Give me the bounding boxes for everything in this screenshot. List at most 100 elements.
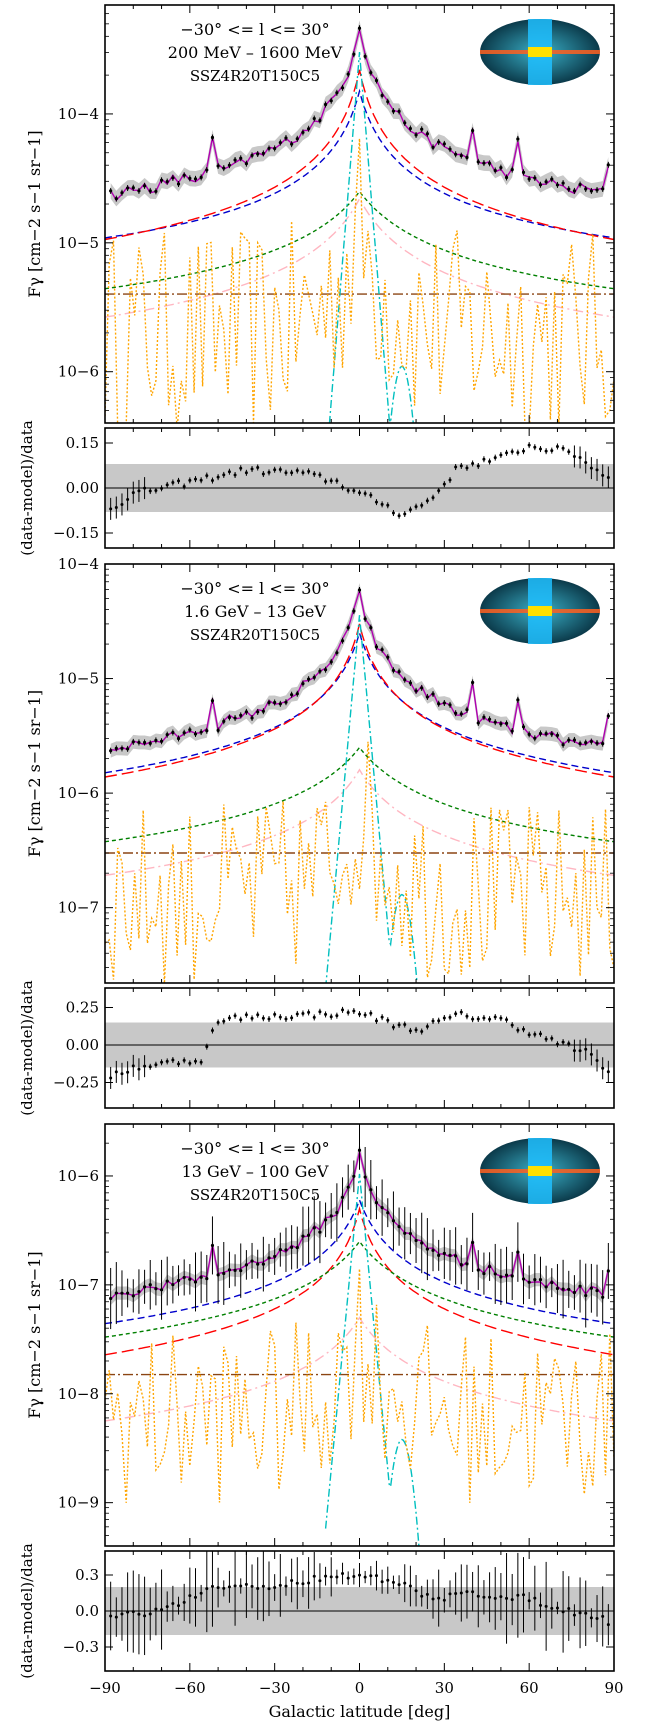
residual-point bbox=[584, 1047, 588, 1051]
residual-point bbox=[188, 1594, 192, 1598]
residual-point bbox=[544, 1037, 548, 1041]
residual-point bbox=[324, 479, 328, 483]
residual-point bbox=[278, 468, 282, 472]
data-point bbox=[137, 740, 141, 745]
y-tick-label: 0.25 bbox=[66, 999, 99, 1017]
data-point bbox=[544, 1285, 548, 1289]
residual-point bbox=[437, 1019, 441, 1023]
y-tick-label: 10−6 bbox=[58, 363, 99, 381]
residual-point bbox=[267, 1587, 271, 1591]
residual-point bbox=[431, 1597, 435, 1601]
data-point bbox=[595, 188, 599, 192]
data-point bbox=[357, 1148, 362, 1152]
residual-point bbox=[578, 455, 582, 459]
residual-point bbox=[193, 1059, 197, 1063]
residual-point bbox=[301, 471, 305, 475]
residual-point bbox=[555, 444, 559, 448]
residual-point bbox=[572, 1613, 576, 1617]
residual-point bbox=[403, 1581, 407, 1585]
data-point bbox=[403, 678, 407, 682]
residual-point bbox=[324, 1574, 328, 1578]
x-tick-label: −60 bbox=[174, 1679, 206, 1697]
data-point bbox=[550, 732, 554, 736]
data-point bbox=[425, 1247, 429, 1251]
data-point bbox=[414, 133, 418, 137]
residual-point bbox=[278, 1583, 282, 1587]
data-point bbox=[516, 698, 520, 702]
data-point bbox=[159, 1288, 164, 1292]
residual-point bbox=[148, 1612, 152, 1616]
data-point bbox=[606, 1269, 610, 1273]
data-point bbox=[391, 109, 396, 113]
residual-point bbox=[465, 1014, 469, 1018]
data-point bbox=[533, 1278, 537, 1282]
data-point bbox=[329, 99, 333, 103]
residual-point bbox=[442, 482, 446, 486]
residual-point bbox=[476, 1594, 480, 1598]
residual-point bbox=[499, 1016, 503, 1020]
data-point bbox=[459, 1263, 463, 1267]
residual-point bbox=[606, 1623, 610, 1627]
data-point bbox=[374, 1201, 379, 1205]
residual-point bbox=[239, 466, 243, 470]
flux-panel-2: 10−7 10−6 10−5 10−4 −30° <= l <= 30° 1.6 GeV … bbox=[25, 555, 615, 984]
residual-point bbox=[284, 471, 288, 475]
data-point bbox=[273, 146, 277, 151]
data-point bbox=[352, 609, 356, 613]
data-point bbox=[380, 1206, 384, 1210]
residual-point bbox=[290, 1016, 294, 1020]
y-axis-label: (data-model)/data bbox=[18, 980, 36, 1115]
residual-point bbox=[601, 1066, 605, 1070]
data-point bbox=[295, 137, 299, 141]
residual-point bbox=[273, 1586, 277, 1590]
data-point bbox=[126, 1291, 130, 1295]
data-point bbox=[261, 709, 265, 713]
residual-point bbox=[239, 1018, 243, 1022]
y-axis-label: Fγ [cm−2 s−1 sr−1] bbox=[25, 130, 44, 297]
data-point bbox=[295, 1246, 299, 1250]
residual-point bbox=[165, 1605, 169, 1609]
data-point bbox=[222, 719, 226, 723]
residual-point bbox=[346, 1576, 350, 1580]
x-tick-label: 30 bbox=[435, 1679, 454, 1697]
y-axis-label: Fγ [cm−2 s−1 sr−1] bbox=[25, 690, 44, 857]
data-point bbox=[307, 677, 311, 681]
data-point bbox=[290, 142, 294, 146]
data-point bbox=[193, 732, 198, 736]
residual-point bbox=[199, 1591, 203, 1595]
data-point bbox=[504, 1273, 509, 1277]
data-point bbox=[273, 1254, 277, 1259]
residual-point bbox=[244, 471, 248, 475]
residual-point bbox=[352, 1009, 356, 1013]
residual-point bbox=[312, 472, 316, 476]
residual-point bbox=[165, 1059, 169, 1063]
data-point bbox=[499, 1275, 503, 1279]
data-point bbox=[437, 1253, 441, 1257]
panel-frame bbox=[104, 987, 615, 1109]
x-tick-label: 60 bbox=[520, 1679, 539, 1697]
data-point bbox=[420, 1241, 424, 1245]
residual-point bbox=[290, 1578, 294, 1582]
residual-point bbox=[425, 1024, 429, 1028]
data-point bbox=[176, 1278, 181, 1283]
component-curve-1 bbox=[105, 88, 614, 239]
residual-point bbox=[143, 1064, 147, 1068]
data-point bbox=[538, 183, 543, 187]
residual-point bbox=[273, 1012, 277, 1016]
residual-point bbox=[301, 1011, 305, 1015]
residual-point bbox=[510, 1598, 514, 1602]
data-point bbox=[210, 699, 215, 703]
residual-point bbox=[578, 1049, 582, 1053]
data-point bbox=[227, 715, 232, 720]
residual-point bbox=[488, 460, 492, 464]
residual-point bbox=[250, 467, 254, 471]
data-point bbox=[114, 1291, 118, 1295]
residual-point bbox=[578, 1611, 582, 1615]
data-point bbox=[380, 93, 384, 98]
x-tick-label: 90 bbox=[604, 1679, 623, 1697]
data-point bbox=[482, 161, 486, 165]
data-point bbox=[137, 1289, 141, 1294]
residual-point bbox=[114, 1615, 118, 1619]
data-point bbox=[137, 189, 141, 193]
residual-point bbox=[210, 479, 214, 483]
